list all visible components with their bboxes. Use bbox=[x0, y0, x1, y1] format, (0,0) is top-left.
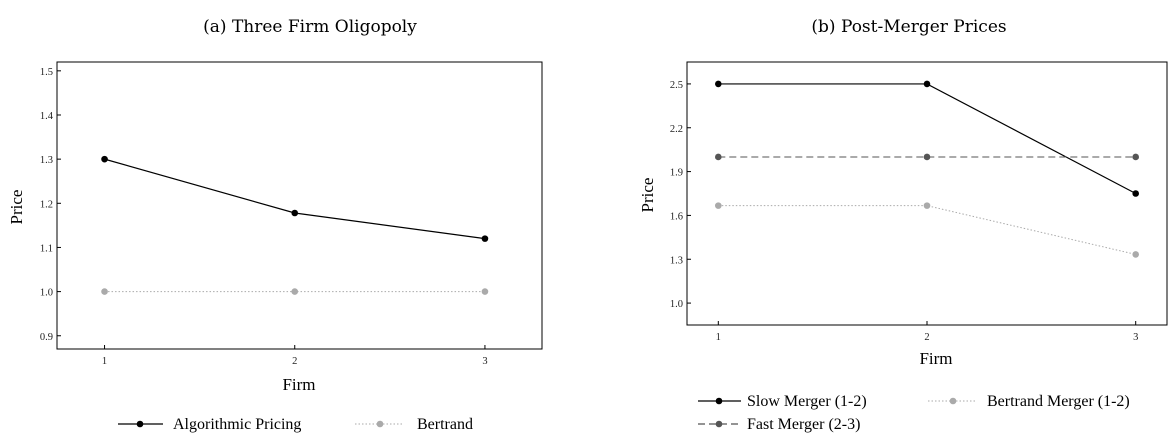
panel-b-plot-frame bbox=[686, 61, 1168, 326]
panel-a-ytick-label: 0.9 bbox=[40, 332, 53, 343]
panel-a-ytick-label: 1.5 bbox=[40, 67, 53, 78]
legend-a-algorithmic-marker bbox=[136, 420, 144, 428]
data-point-fast-merger-2-3 bbox=[1132, 153, 1139, 161]
panel-a-xtick-label: 2 bbox=[292, 356, 297, 367]
data-point-fast-merger-2-3 bbox=[715, 153, 722, 161]
panel-a-ytick-label: 1.0 bbox=[40, 288, 53, 299]
panel-a-plot-frame bbox=[56, 61, 543, 350]
data-point-bertrand bbox=[101, 288, 108, 295]
panel-a-ytick-label: 1.1 bbox=[40, 243, 53, 254]
legend-b-bertrand-marker bbox=[949, 397, 957, 405]
legend-b-slow-marker bbox=[715, 397, 723, 405]
data-point-algorithmic-pricing bbox=[101, 155, 108, 163]
panel-b-ytick-label: 2.2 bbox=[670, 124, 683, 135]
panel-a-xlabel: Firm bbox=[282, 375, 315, 394]
panel-b-title: (b) Post-Merger Prices bbox=[811, 17, 1006, 37]
panel-b-ytick-label: 1.3 bbox=[670, 255, 683, 266]
data-point-slow-merger-1-2 bbox=[1132, 190, 1139, 197]
panel-a-legend: Algorithmic Pricing Bertrand bbox=[118, 416, 473, 433]
panel-b-ylabel: Price bbox=[638, 178, 657, 213]
panel-b-ytick-label: 1.0 bbox=[670, 299, 683, 310]
data-point-bertrand-merger-1-2 bbox=[923, 202, 931, 209]
data-point-slow-merger-1-2 bbox=[923, 80, 931, 88]
data-point-bertrand bbox=[481, 288, 489, 295]
panel-b-xtick-label: 1 bbox=[716, 332, 721, 343]
panel-b-xtick-label: 3 bbox=[1133, 332, 1138, 343]
data-point-bertrand bbox=[291, 288, 299, 295]
series-line-bertrand-merger-1-2 bbox=[718, 205, 1136, 255]
legend-b-fast-marker bbox=[715, 420, 723, 428]
legend-a-bertrand-marker bbox=[376, 420, 384, 428]
panel-a-title: (a) Three Firm Oligopoly bbox=[203, 17, 417, 37]
series-line-algorithmic-pricing bbox=[104, 158, 486, 240]
data-point-bertrand-merger-1-2 bbox=[1132, 251, 1139, 258]
panel-b-xlabel: Firm bbox=[919, 349, 952, 368]
data-point-fast-merger-2-3 bbox=[923, 153, 931, 161]
data-point-slow-merger-1-2 bbox=[715, 80, 722, 88]
panel-b: (b) Post-Merger Prices 1.0 1.3 1.6 1.9 2.2 2.… bbox=[638, 17, 1168, 433]
series-line-slow-merger-1-2 bbox=[718, 83, 1136, 195]
data-point-algorithmic-pricing bbox=[291, 209, 299, 217]
panel-a-xtick-label: 3 bbox=[482, 356, 487, 367]
panel-b-ytick-label: 1.6 bbox=[670, 211, 683, 222]
legend-b-slow-label: Slow Merger (1-2) bbox=[747, 393, 867, 410]
panel-a-ytick-label: 1.2 bbox=[40, 199, 53, 210]
panel-a-ytick-label: 1.4 bbox=[40, 111, 54, 122]
legend-a-bertrand-label: Bertrand bbox=[417, 416, 473, 433]
panel-a-xtick-label: 1 bbox=[102, 356, 107, 367]
legend-b-fast-label: Fast Merger (2-3) bbox=[747, 416, 860, 433]
panel-b-ytick-label: 2.5 bbox=[670, 80, 683, 91]
panel-b-ytick-label: 1.9 bbox=[670, 168, 683, 179]
data-point-bertrand-merger-1-2 bbox=[715, 202, 722, 209]
legend-a-algorithmic-label: Algorithmic Pricing bbox=[173, 416, 301, 433]
legend-b-bertrand-label: Bertrand Merger (1-2) bbox=[987, 393, 1130, 410]
panel-b-legend: Slow Merger (1-2) Bertrand Merger (1-2) … bbox=[698, 393, 1130, 433]
data-point-algorithmic-pricing bbox=[481, 235, 489, 242]
panel-b-xtick-label: 2 bbox=[924, 332, 929, 343]
panel-a-ytick-label: 1.3 bbox=[40, 155, 53, 166]
panel-a-ylabel: Price bbox=[7, 190, 26, 225]
panel-a: (a) Three Firm Oligopoly 0.9 1.0 1.1 1.2 1.3… bbox=[7, 17, 543, 433]
